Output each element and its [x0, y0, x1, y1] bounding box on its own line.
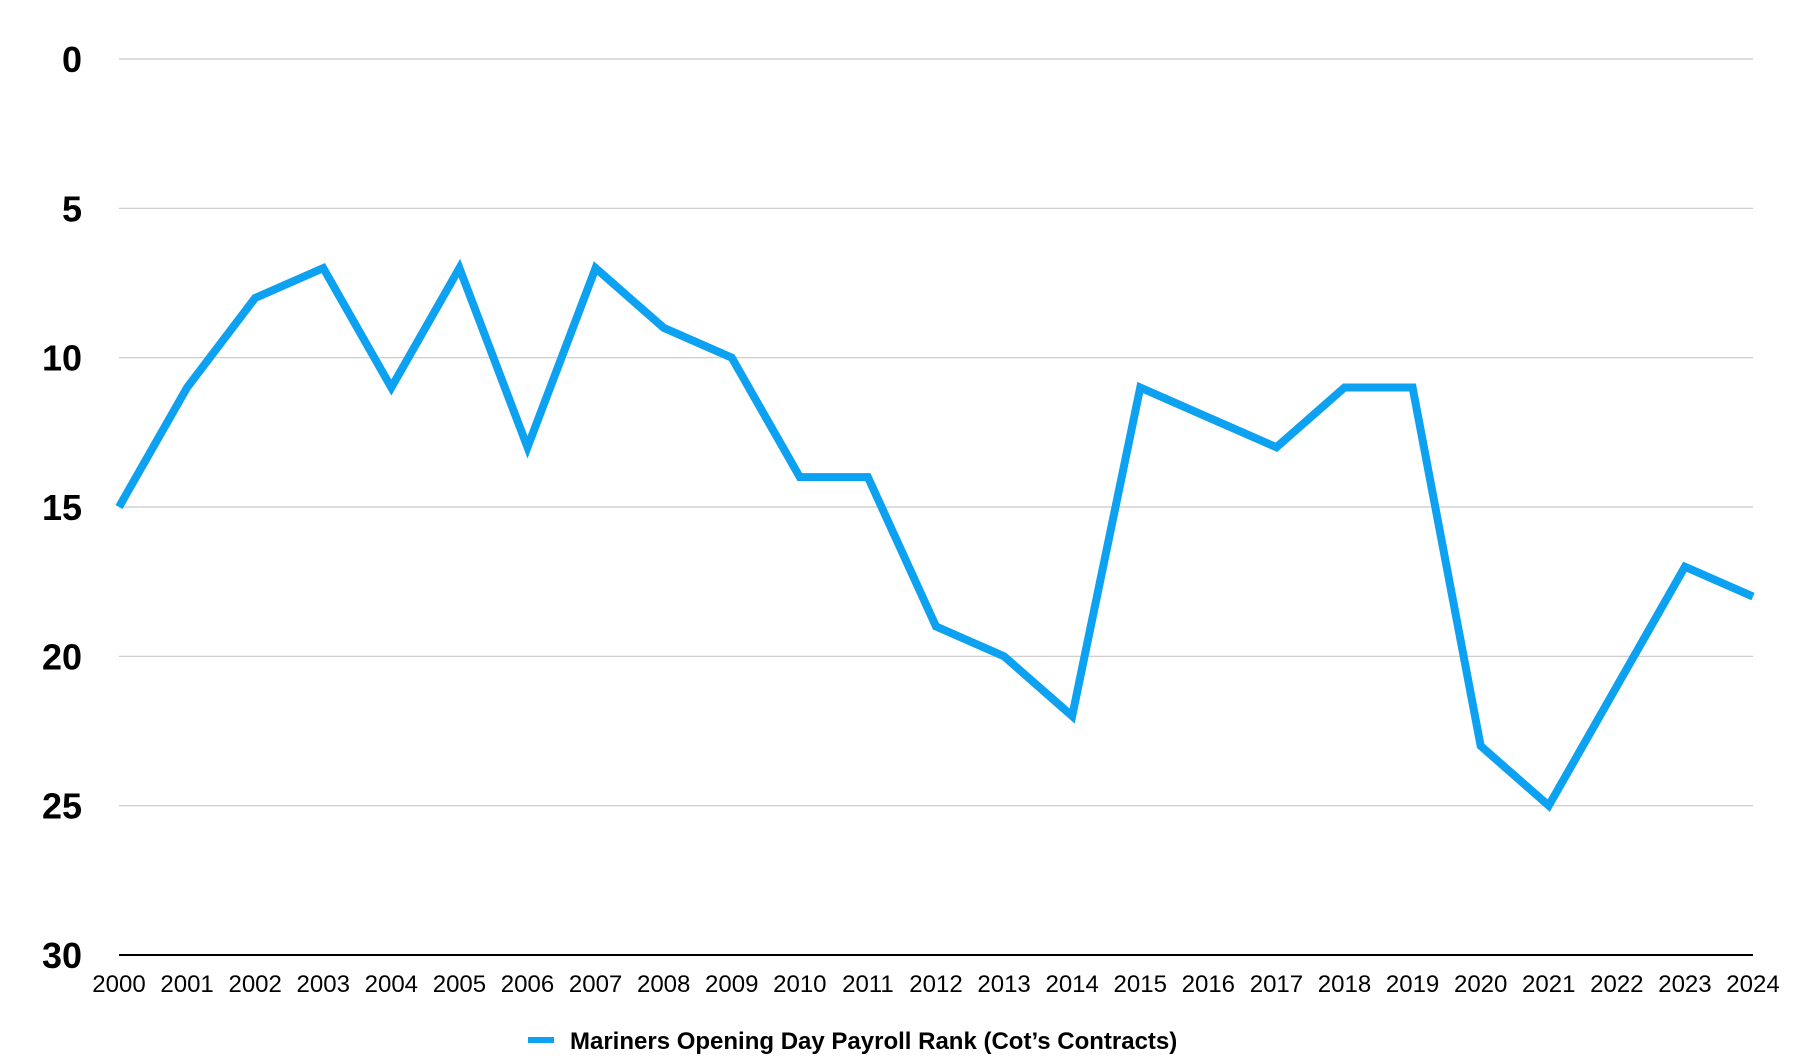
y-tick-label: 25: [42, 786, 82, 827]
y-tick-label: 15: [42, 487, 82, 528]
x-tick-label: 2019: [1386, 971, 1439, 998]
y-tick-label: 10: [42, 338, 82, 379]
series-lines: [115, 258, 1755, 812]
x-tick-label: 2003: [297, 971, 350, 998]
y-tick-label: 20: [42, 636, 82, 677]
x-tick-label: 2002: [228, 971, 281, 998]
x-tick-label: 2006: [501, 971, 554, 998]
x-tick-label: 2016: [1182, 971, 1235, 998]
legend-label: Mariners Opening Day Payroll Rank (Cot’s…: [570, 1028, 1177, 1055]
x-tick-label: 2001: [160, 971, 213, 998]
series-line: [115, 258, 1755, 812]
x-tick-label: 2023: [1658, 971, 1711, 998]
x-axis-tick-labels: 2000 2001 2002 2003 2004 2005 2006 2007 2008 2009…: [92, 971, 1779, 998]
y-tick-label: 30: [42, 935, 82, 976]
y-axis-tick-labels: 0 5 10 15 20 25 30: [42, 39, 82, 976]
x-tick-label: 2015: [1114, 971, 1167, 998]
x-tick-label: 2017: [1250, 971, 1303, 998]
y-tick-label: 5: [62, 188, 82, 229]
x-tick-label: 2014: [1045, 971, 1098, 998]
x-tick-label: 2009: [705, 971, 758, 998]
x-tick-label: 2013: [977, 971, 1030, 998]
x-tick-label: 2007: [569, 971, 622, 998]
x-tick-label: 2005: [433, 971, 486, 998]
x-tick-label: 2011: [842, 971, 894, 998]
x-tick-label: 2022: [1590, 971, 1643, 998]
x-tick-label: 2010: [773, 971, 826, 998]
x-tick-label: 2020: [1454, 971, 1507, 998]
x-tick-label: 2008: [637, 971, 690, 998]
x-tick-label: 2024: [1726, 971, 1779, 998]
gridlines: [119, 58, 1753, 956]
x-tick-label: 2021: [1522, 971, 1575, 998]
x-tick-label: 2018: [1318, 971, 1371, 998]
y-tick-label: 0: [62, 39, 82, 80]
x-tick-label: 2000: [92, 971, 145, 998]
legend: Mariners Opening Day Payroll Rank (Cot’s…: [528, 1028, 1177, 1055]
x-tick-label: 2004: [365, 971, 418, 998]
x-tick-label: 2012: [909, 971, 962, 998]
